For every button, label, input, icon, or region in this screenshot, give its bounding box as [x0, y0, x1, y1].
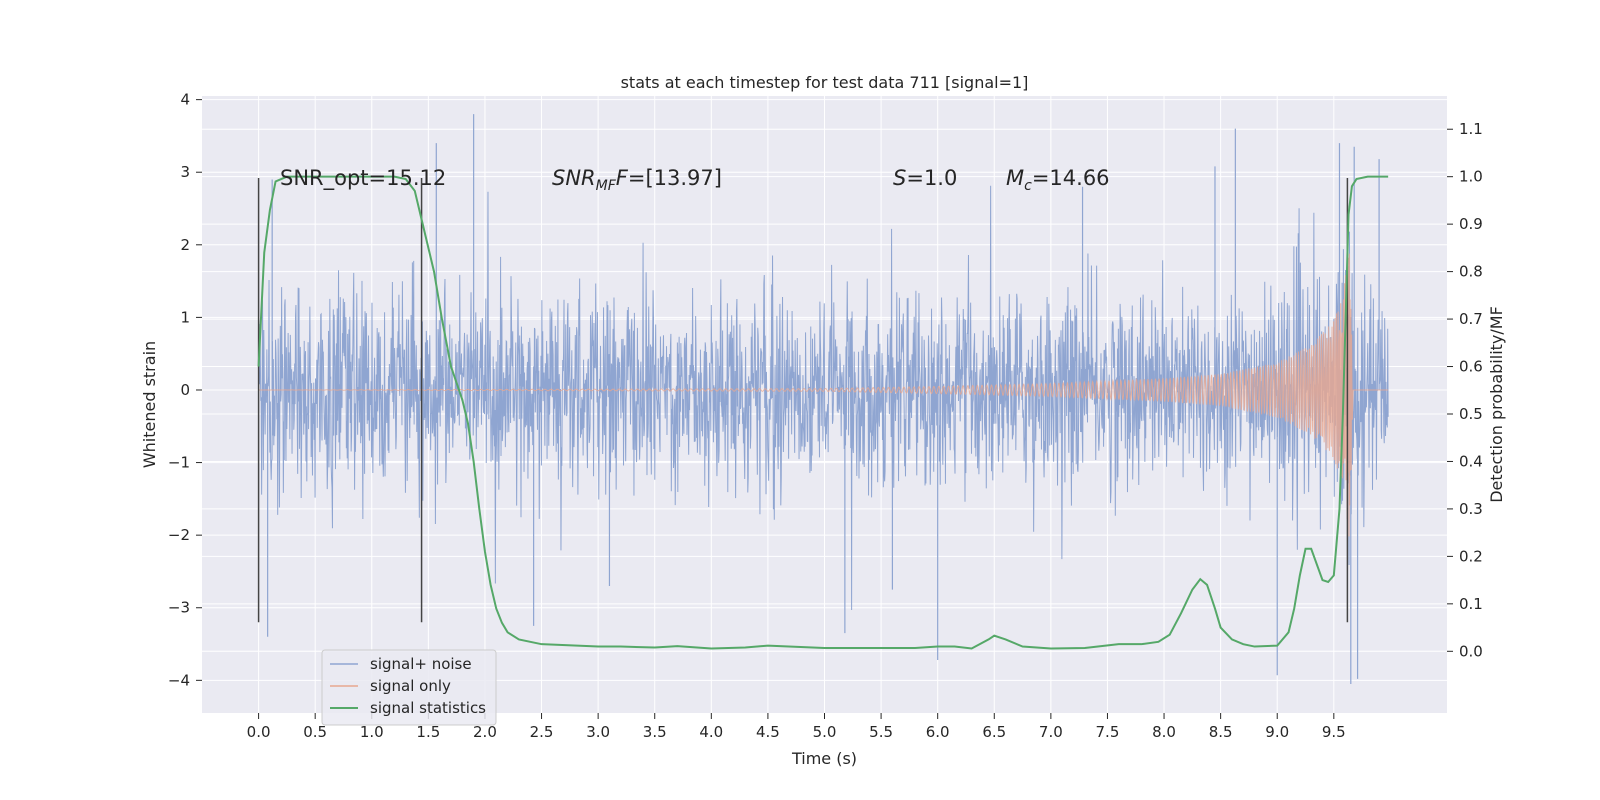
y-tick-label: −1	[168, 454, 190, 472]
y-tick-label: −2	[168, 526, 190, 544]
y-tick-label: −3	[168, 599, 190, 617]
y-axis-label: Whitened strain	[140, 341, 159, 468]
x-tick-label: 1.5	[416, 723, 440, 741]
x-tick-label: 0.5	[303, 723, 327, 741]
y2-tick-label: 0.0	[1459, 642, 1483, 660]
annotation-s-value: =1.0	[906, 166, 957, 190]
y2-tick-label: 0.7	[1459, 310, 1483, 328]
y2-tick-label: 0.6	[1459, 358, 1483, 376]
plot-series	[257, 114, 1389, 684]
x-tick-label: 1.0	[360, 723, 384, 741]
annotation-snr-mf-base: SNR	[552, 166, 596, 190]
y2-tick-label: 0.8	[1459, 263, 1483, 281]
y2-tick-label: 1.0	[1459, 168, 1483, 186]
legend-label-signal-noise: signal+ noise	[370, 655, 472, 673]
legend: signal+ noise signal only signal statist…	[321, 649, 497, 726]
x-tick-label: 6.0	[926, 723, 950, 741]
y2-tick-label: 0.9	[1459, 215, 1483, 233]
y2-tick-label: 0.5	[1459, 405, 1483, 423]
y2-tick-label: 0.4	[1459, 452, 1483, 470]
y-axis-ticks: −4 −3 −2 −1 0 1 2 3 4	[168, 91, 202, 689]
x-tick-label: 3.5	[643, 723, 667, 741]
y-tick-label: 2	[180, 236, 190, 254]
annotation-mc: Mc=14.66	[1006, 166, 1110, 194]
x-tick-label: 0.0	[247, 723, 271, 741]
annotation-s-var: S	[893, 166, 906, 190]
y-tick-label: −4	[168, 671, 190, 689]
x-tick-label: 8.0	[1152, 723, 1176, 741]
annotation-s: S=1.0	[893, 166, 957, 190]
series-signal-statistics	[257, 175, 1389, 650]
x-axis-label: Time (s)	[791, 749, 857, 768]
annotation-snr-opt: SNR_opt=15.12	[280, 166, 446, 191]
annotation-mc-sub: c	[1024, 178, 1032, 194]
x-tick-label: 6.5	[982, 723, 1006, 741]
x-tick-label: 9.0	[1265, 723, 1289, 741]
y-tick-label: 3	[180, 163, 190, 181]
y2-tick-label: 0.3	[1459, 500, 1483, 518]
annotation-mc-value: =14.66	[1032, 166, 1110, 190]
x-tick-label: 5.5	[869, 723, 893, 741]
legend-box	[321, 649, 497, 726]
legend-label-signal-statistics: signal statistics	[370, 699, 486, 717]
y2-axis-label: Detection probability/MF	[1487, 306, 1506, 503]
legend-label-signal-only: signal only	[370, 677, 451, 695]
y2-tick-label: 0.1	[1459, 595, 1483, 613]
x-tick-label: 3.0	[586, 723, 610, 741]
x-tick-label: 5.0	[813, 723, 837, 741]
annotation-snr-mf: SNRMFF=[13.97]	[552, 166, 722, 194]
x-tick-label: 7.5	[1096, 723, 1120, 741]
series-signal-noise-peaks	[267, 114, 1380, 684]
y2-tick-label: 0.2	[1459, 547, 1483, 565]
x-axis-ticks: 0.0 0.5 1.0 1.5 2.0 2.5 3.0 3.5 4.0 4.5 5.0 5.5 6.0 6…	[247, 713, 1346, 741]
x-tick-label: 2.0	[473, 723, 497, 741]
y2-tick-label: 1.1	[1459, 120, 1483, 138]
x-tick-label: 2.5	[530, 723, 554, 741]
annotation-snr-mf-sub: MF	[596, 178, 617, 194]
series-signal-noise	[258, 185, 1389, 610]
y-tick-label: 1	[180, 308, 190, 326]
x-tick-label: 4.5	[756, 723, 780, 741]
annotation-snr-mf-value: =[13.97]	[628, 166, 722, 190]
x-tick-label: 4.0	[699, 723, 723, 741]
x-tick-label: 9.5	[1322, 723, 1346, 741]
y-tick-label: 4	[180, 91, 190, 109]
y-tick-label: 0	[180, 381, 190, 399]
y2-axis-ticks: 0.0 0.1 0.2 0.3 0.4 0.5 0.6 0.7 0.8 0.9 1.0 1.1	[1447, 120, 1483, 660]
annotation-mc-base: M	[1006, 166, 1024, 190]
x-tick-label: 7.0	[1039, 723, 1063, 741]
x-tick-label: 8.5	[1209, 723, 1233, 741]
series-signal-only	[258, 253, 1389, 537]
chart-title: stats at each timestep for test data 711…	[621, 73, 1029, 92]
